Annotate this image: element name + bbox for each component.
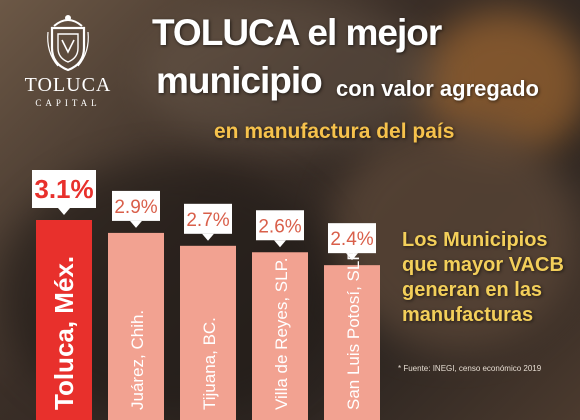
background-haze <box>140 0 440 150</box>
toluca-logo: TOLUCA CAPITAL <box>22 8 114 108</box>
data-label-2: 2.7% <box>186 210 229 231</box>
headline-line-2: municipio <box>156 60 323 101</box>
data-label-box-2 <box>184 203 232 234</box>
category-label-3: Villa de Reyes, SLP. <box>272 258 291 410</box>
data-label-pointer-1 <box>130 220 142 228</box>
data-label-pointer-4 <box>346 253 358 261</box>
logo-subtitle: CAPITAL <box>35 98 101 108</box>
category-label-0: Toluca, Méx. <box>49 256 79 410</box>
logo-name: TOLUCA <box>24 74 112 96</box>
data-label-box-0 <box>32 170 96 208</box>
headline-line-3: en manufactura del país <box>214 120 455 143</box>
data-label-box-3 <box>256 210 304 241</box>
category-label-2: Tijuana, BC. <box>200 317 219 410</box>
bar-1 <box>108 232 164 420</box>
headline-line-1: TOLUCA el mejor <box>152 12 442 53</box>
data-label-pointer-0 <box>58 208 70 215</box>
data-label-4: 2.4% <box>330 229 373 250</box>
data-label-1: 2.9% <box>114 197 157 218</box>
bar-3 <box>252 252 308 420</box>
data-label-box-4 <box>328 223 376 254</box>
data-label-0: 3.1% <box>34 174 93 204</box>
data-label-3: 2.6% <box>258 216 301 237</box>
bar-2 <box>180 245 236 420</box>
side-caption: Los Municipios que mayor VACB generan en… <box>402 229 564 326</box>
data-label-box-1 <box>112 190 160 221</box>
category-label-1: Juárez, Chih. <box>128 310 147 410</box>
source-footnote: * Fuente: INEGI, censo económico 2019 <box>398 364 542 373</box>
headline-line-2-suffix: con valor agregado <box>336 76 539 101</box>
crest-icon <box>47 15 89 72</box>
data-label-pointer-3 <box>274 240 286 248</box>
data-label-pointer-2 <box>202 233 214 241</box>
category-label-4: San Luis Potosí, SLP. <box>344 247 363 410</box>
bar-4 <box>324 265 380 420</box>
bar-0 <box>36 220 92 420</box>
